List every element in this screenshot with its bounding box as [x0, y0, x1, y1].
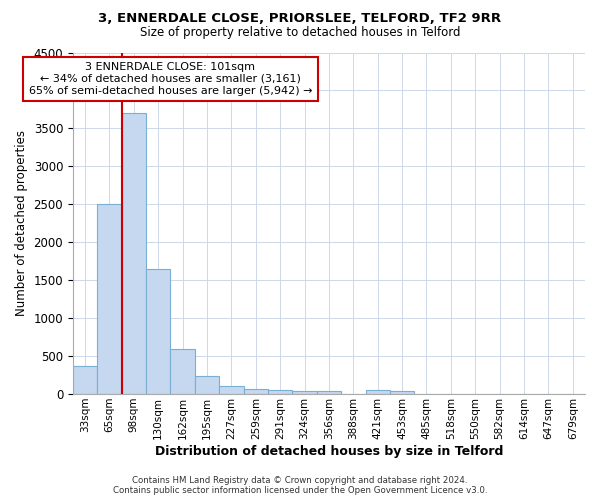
Text: Contains HM Land Registry data © Crown copyright and database right 2024.
Contai: Contains HM Land Registry data © Crown c…	[113, 476, 487, 495]
Bar	[219, 386, 244, 394]
Bar	[146, 269, 170, 394]
Text: 3 ENNERDALE CLOSE: 101sqm
← 34% of detached houses are smaller (3,161)
65% of se: 3 ENNERDALE CLOSE: 101sqm ← 34% of detac…	[29, 62, 312, 96]
Bar	[170, 348, 195, 394]
Bar	[292, 390, 317, 394]
Bar	[268, 390, 292, 394]
Bar	[244, 389, 268, 394]
Bar	[317, 390, 341, 394]
Bar	[365, 390, 390, 394]
Text: Size of property relative to detached houses in Telford: Size of property relative to detached ho…	[140, 26, 460, 39]
Bar	[97, 204, 122, 394]
Text: 3, ENNERDALE CLOSE, PRIORSLEE, TELFORD, TF2 9RR: 3, ENNERDALE CLOSE, PRIORSLEE, TELFORD, …	[98, 12, 502, 26]
Bar	[73, 366, 97, 394]
Bar	[390, 391, 415, 394]
Bar	[195, 376, 219, 394]
X-axis label: Distribution of detached houses by size in Telford: Distribution of detached houses by size …	[155, 444, 503, 458]
Y-axis label: Number of detached properties: Number of detached properties	[15, 130, 28, 316]
Bar	[122, 113, 146, 394]
